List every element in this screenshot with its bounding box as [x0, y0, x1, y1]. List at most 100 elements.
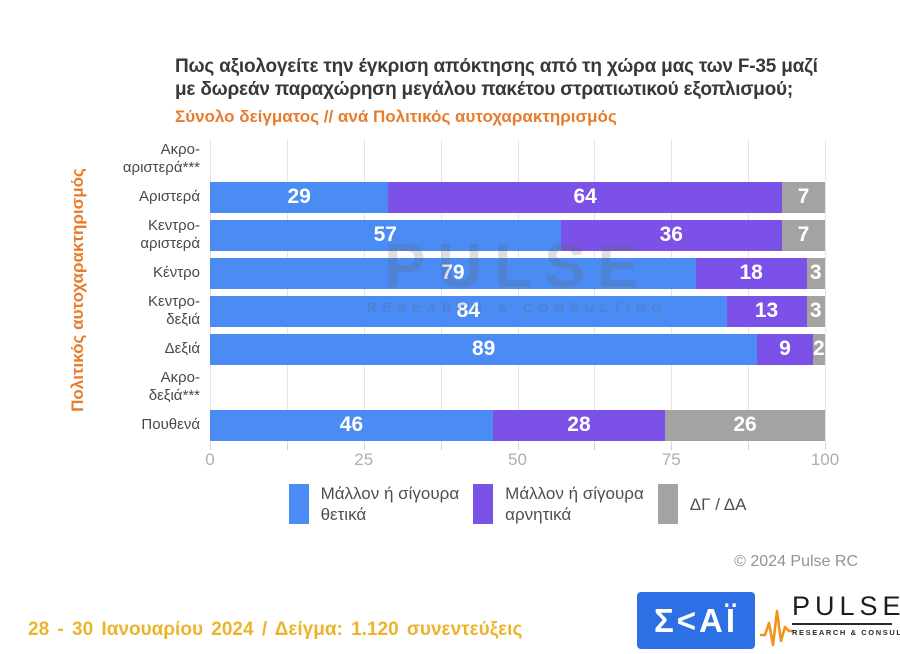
gridline: [210, 140, 211, 444]
skai-logo: Σ<ΑΪ: [637, 592, 755, 649]
bar-segment: 79: [210, 257, 696, 289]
category-label: Πουθενά: [0, 406, 200, 444]
axis-tickmark: [210, 444, 211, 450]
bar-segment: 46: [210, 409, 493, 441]
bar-row: Αριστερά 29 64 7: [0, 178, 900, 216]
gridline: [825, 140, 826, 444]
legend-label-line: Μάλλον ή σίγουρα: [505, 484, 644, 503]
bar-segment: 84: [210, 295, 727, 327]
bar-row: Δεξιά 89 9 2: [0, 330, 900, 368]
bar-row: Κεντρο-αριστερά 57 36 7: [0, 216, 900, 254]
legend-swatch: [473, 484, 494, 524]
category-label-line: δεξιά: [166, 311, 200, 328]
bar-row: Ακρο-αριστερά***: [0, 140, 900, 178]
legend-item: Μάλλον ή σίγουρα θετικά: [288, 483, 460, 525]
legend-item: ΔΓ / ΔΑ: [657, 484, 747, 524]
legend-item: Μάλλον ή σίγουρα αρνητικά: [473, 483, 644, 525]
chart-title-line1: Πως αξιολογείτε την έγκριση απόκτησης απ…: [175, 56, 818, 77]
axis-tickmark: [825, 444, 826, 450]
category-label: Ακρο-δεξιά***: [0, 368, 200, 406]
pulse-logo-rule: [792, 623, 892, 625]
axis-tickmark: [671, 444, 673, 450]
category-label: Ακρο-αριστερά***: [0, 140, 200, 178]
pulse-logo-inner: PULSE RESEARCH & CONSULTING: [792, 591, 900, 637]
bar-rows-container: Ακρο-αριστερά*** Αριστερά 29 64 7 Κεντρο-αρισ…: [0, 140, 900, 444]
category-label-line: Πουθενά: [141, 416, 200, 433]
category-label: Αριστερά: [0, 178, 200, 216]
bar-segment: 26: [665, 409, 825, 441]
pulse-logo-tagline: RESEARCH & CONSULTING: [792, 628, 900, 637]
bar-segment: 89: [210, 333, 758, 365]
bar-row: Πουθενά 46 28 26: [0, 406, 900, 444]
gridline: [517, 140, 519, 444]
category-label-line: Κεντρο-: [148, 293, 200, 310]
legend-label-line: θετικά: [320, 505, 367, 524]
x-tick-label: 0: [205, 450, 215, 469]
legend-label-line: ΔΓ / ΔΑ: [689, 494, 747, 514]
x-tick-label: 100: [810, 450, 840, 469]
category-label-line: Κεντρο-: [148, 217, 200, 234]
category-label: Κεντρο-αριστερά: [0, 216, 200, 254]
stacked-bar: 29 64 7: [210, 181, 825, 213]
bar-row: Κεντρο-δεξιά 84 13 3: [0, 292, 900, 330]
gridline: [671, 140, 673, 444]
axis-tickmark: [363, 444, 365, 450]
category-label: Δεξιά: [0, 330, 200, 368]
bar-segment: 7: [781, 219, 825, 251]
bar-segment: 2: [812, 333, 825, 365]
legend: Μάλλον ή σίγουρα θετικά Μάλλον ή σίγουρα αρ…: [210, 483, 825, 525]
pulse-logo-name: PULSE: [792, 591, 900, 621]
bar-segment: 7: [781, 181, 825, 213]
axis-tickmark: [286, 444, 288, 450]
gridline: [286, 140, 288, 444]
bar-segment: 57: [210, 219, 561, 251]
bar-row: Κέντρο 79 18 3: [0, 254, 900, 292]
legend-label-line: Μάλλον ή σίγουρα: [320, 484, 460, 503]
chart-title: Πως αξιολογείτε την έγκριση απόκτησης απ…: [175, 55, 835, 101]
chart-title-line2: με δωρεάν παραχώρηση μεγάλου πακέτου στρ…: [175, 79, 793, 100]
stacked-bar: 46 28 26: [210, 409, 825, 441]
copyright-text: © 2024 Pulse RC: [734, 553, 858, 570]
axis-tickmark: [440, 444, 442, 450]
fieldwork-date-sample: 28 - 30 Ιανουαρίου 2024 / Δείγμα: 1.120 …: [28, 619, 523, 640]
x-tick-label: 75: [661, 450, 681, 469]
chart-subtitle: Σύνολο δείγματος // ανά Πολιτικός αυτοχα…: [175, 107, 617, 126]
legend-label: ΔΓ / ΔΑ: [690, 494, 747, 515]
legend-label-line: αρνητικά: [505, 505, 572, 524]
category-label-line: Ακρο-: [160, 141, 200, 158]
legend-label: Μάλλον ή σίγουρα θετικά: [321, 483, 460, 525]
gridline: [440, 140, 442, 444]
pulse-waveform-icon: [760, 609, 794, 647]
category-label: Κεντρο-δεξιά: [0, 292, 200, 330]
category-label-line: Ακρο-: [160, 369, 200, 386]
gridline: [748, 140, 750, 444]
bar-segment: 28: [492, 409, 666, 441]
category-label-line: δεξιά***: [148, 387, 200, 404]
x-tick-label: 25: [354, 450, 374, 469]
category-label-line: αριστερά***: [122, 159, 200, 176]
axis-tickmark: [517, 444, 519, 450]
legend-swatch: [657, 484, 678, 524]
bar-segment: 13: [726, 295, 807, 327]
axis-tickmark: [594, 444, 596, 450]
legend-swatch: [288, 484, 309, 524]
bar-segment: 36: [560, 219, 782, 251]
axis-tickmark: [748, 444, 750, 450]
gridline: [363, 140, 365, 444]
x-tick-label: 50: [508, 450, 527, 469]
bar-segment: 18: [695, 257, 807, 289]
gridline: [594, 140, 596, 444]
category-label-line: Αριστερά: [139, 188, 200, 205]
bar-segment: 3: [806, 257, 825, 289]
bar-segment: 29: [210, 181, 389, 213]
category-label-line: αριστερά: [140, 235, 200, 252]
bar-segment: 3: [806, 295, 825, 327]
category-label-line: Κέντρο: [153, 264, 200, 281]
stacked-bar: 84 13 3: [210, 295, 825, 327]
plot-area: [210, 140, 826, 450]
category-label-line: Δεξιά: [164, 340, 200, 357]
pulse-logo: PULSE RESEARCH & CONSULTING: [760, 591, 900, 651]
legend-label: Μάλλον ή σίγουρα αρνητικά: [505, 483, 644, 525]
stacked-bar: 57 36 7: [210, 219, 825, 251]
